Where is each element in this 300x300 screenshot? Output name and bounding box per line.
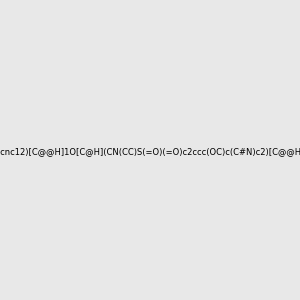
Text: Nc1ncnc2n(cnc12)[C@@H]1O[C@H](CN(CC)S(=O)(=O)c2ccc(OC)c(C#N)c2)[C@@H](O)[C@H]1O: Nc1ncnc2n(cnc12)[C@@H]1O[C@H](CN(CC)S(=O… xyxy=(0,147,300,156)
